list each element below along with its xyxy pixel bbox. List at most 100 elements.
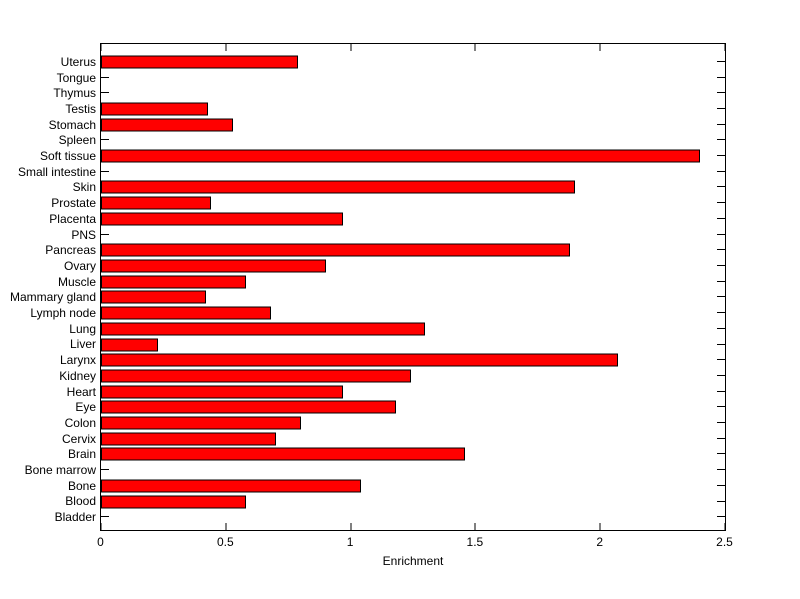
y-tick-label: Bone marrow (24, 463, 96, 478)
x-tick-label: 1 (346, 535, 354, 549)
y-axis-tick (101, 76, 109, 78)
bar-row (101, 211, 725, 227)
bar-row (101, 321, 725, 337)
y-tick-label: Bone (67, 478, 96, 493)
bar-row (101, 258, 725, 274)
y-tick-label: Colon (64, 415, 96, 430)
y-tick-label: Skin (72, 180, 96, 195)
y-axis-tick (717, 280, 725, 282)
y-tick-label: Lung (69, 321, 96, 336)
y-axis-tick (717, 406, 725, 408)
y-tick-label: Pancreas (45, 243, 96, 258)
y-axis-tick (717, 217, 725, 219)
bar-row (101, 399, 725, 415)
y-axis-tick (717, 123, 725, 125)
x-tick-label: 0 (97, 535, 104, 549)
y-tick-label: Small intestine (17, 164, 96, 179)
y-axis-tick (717, 469, 725, 471)
bar (101, 196, 211, 210)
x-axis-tick (599, 523, 601, 530)
x-axis-tick (724, 523, 725, 530)
y-axis-tick (717, 374, 725, 376)
y-tick-label: Liver (69, 337, 96, 352)
bar (101, 385, 344, 399)
x-axis-tick (101, 44, 102, 51)
x-tick-label: 2 (596, 535, 604, 549)
bar (101, 243, 571, 257)
bar-rows (101, 44, 725, 530)
bar-row (101, 462, 725, 478)
bar-row (101, 164, 725, 180)
bar-row (101, 447, 725, 463)
y-axis-tick (717, 202, 725, 204)
plot-area (100, 43, 726, 531)
bar (101, 102, 209, 116)
y-axis-tick (717, 312, 725, 314)
y-axis-tick (717, 484, 725, 486)
bar (101, 400, 396, 414)
bar-row (101, 478, 725, 494)
y-axis-tick (717, 107, 725, 109)
y-axis-tick (101, 516, 109, 518)
y-tick-label: Heart (66, 384, 96, 399)
bar-row (101, 368, 725, 384)
y-tick-label: Placenta (49, 211, 96, 226)
bar (101, 447, 466, 461)
y-axis-tick (717, 390, 725, 392)
y-axis-tick (717, 170, 725, 172)
y-tick-label: Thymus (53, 86, 96, 101)
y-axis-tick (717, 422, 725, 424)
bar-row (101, 274, 725, 290)
y-axis-tick (717, 437, 725, 439)
y-axis-tick (101, 233, 109, 235)
y-tick-label: Prostate (51, 196, 96, 211)
y-tick-label: Brain (67, 447, 96, 462)
y-axis-tick (101, 469, 109, 471)
bar (101, 338, 159, 351)
bar-row (101, 148, 725, 164)
bar-row (101, 117, 725, 133)
y-tick-label: Kidney (59, 368, 96, 383)
x-axis-tick (474, 44, 476, 51)
bar (101, 259, 326, 273)
bar-row (101, 415, 725, 431)
x-axis-tick (599, 44, 601, 51)
bar-row (101, 337, 725, 353)
x-axis-tick (350, 44, 352, 51)
y-axis-tick (717, 296, 725, 298)
x-axis-tick (101, 523, 102, 530)
bar-row (101, 352, 725, 368)
bar (101, 432, 276, 446)
x-axis-tick (724, 44, 725, 51)
x-axis-tick (350, 523, 352, 530)
bar-row (101, 180, 725, 196)
y-tick-label: Lymph node (30, 306, 96, 321)
y-axis-tick (717, 233, 725, 235)
y-axis-tick (717, 453, 725, 455)
y-tick-label: Bladder (54, 510, 96, 525)
x-axis-label: Enrichment (382, 554, 444, 568)
y-tick-label: Stomach (48, 117, 96, 132)
bar-row (101, 101, 725, 117)
y-tick-label: Uterus (60, 54, 96, 69)
y-tick-label: Ovary (63, 258, 96, 273)
bar (101, 353, 618, 367)
bar (101, 118, 234, 132)
x-tick-label: 2.5 (716, 535, 733, 549)
bar (101, 55, 299, 69)
y-tick-label: Eye (75, 400, 96, 415)
x-tick-label: 1.5 (466, 535, 484, 549)
bar (101, 495, 246, 509)
y-axis-tick (717, 249, 725, 251)
bar (101, 322, 426, 336)
bar (101, 479, 361, 493)
y-tick-label: Mammary gland (9, 290, 96, 305)
bar (101, 306, 271, 320)
y-axis-tick (717, 76, 725, 78)
y-tick-label: Blood (65, 494, 96, 509)
bar-row (101, 70, 725, 86)
y-tick-label: Soft tissue (39, 149, 96, 164)
y-axis-tick (717, 359, 725, 361)
y-axis-tick (717, 343, 725, 345)
